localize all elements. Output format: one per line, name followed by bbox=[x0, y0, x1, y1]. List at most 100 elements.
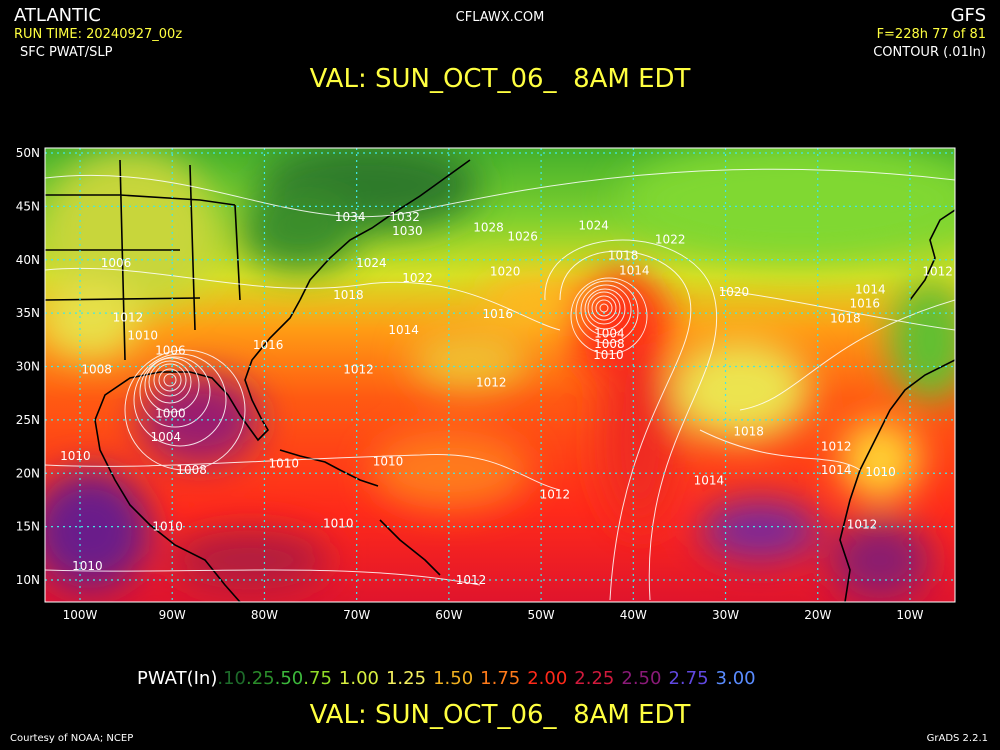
valid-time-bottom: VAL: SUN_OCT_06_ 8AM EDT bbox=[309, 700, 691, 730]
lat-label: 15N bbox=[16, 520, 40, 534]
graticule bbox=[45, 148, 955, 602]
credit: Courtesy of NOAA; NCEP bbox=[10, 733, 134, 744]
isobar-label: 1018 bbox=[733, 425, 764, 439]
isobar-label: 1014 bbox=[388, 323, 419, 337]
isobar-label: 1018 bbox=[830, 311, 861, 325]
isobar-label: 1010 bbox=[373, 455, 404, 469]
site: CFLAWX.COM bbox=[455, 10, 545, 25]
lon-label: 10W bbox=[896, 608, 923, 622]
isobar-label: 1010 bbox=[72, 559, 103, 573]
isobar-label: 1010 bbox=[269, 457, 300, 471]
field: SFC PWAT/SLP bbox=[20, 45, 113, 60]
isobar-label: 1010 bbox=[60, 449, 91, 463]
isobar-label: 1034 bbox=[335, 210, 366, 224]
forecast: F=228h 77 of 81 bbox=[876, 27, 986, 42]
isobar-label: 1024 bbox=[356, 256, 387, 270]
lon-label: 100W bbox=[63, 608, 98, 622]
legend-item: .75 bbox=[303, 668, 332, 689]
isobar-label: 1010 bbox=[152, 520, 183, 534]
isobar-label: 1012 bbox=[343, 363, 374, 377]
legend-item: 1.25 bbox=[385, 668, 427, 689]
isobar-label: 1010 bbox=[127, 329, 158, 343]
isobar-label: 1014 bbox=[821, 463, 852, 477]
lat-label: 35N bbox=[16, 306, 40, 320]
legend-item: .10 bbox=[217, 668, 246, 689]
lon-label: 70W bbox=[343, 608, 370, 622]
isobar-label: 1010 bbox=[323, 516, 354, 530]
isobar-label: 1018 bbox=[333, 288, 364, 302]
isobar-label: 1010 bbox=[593, 348, 624, 362]
isobar-label: 1008 bbox=[594, 337, 625, 351]
legend-item: .25 bbox=[245, 668, 275, 689]
coastlines bbox=[45, 159, 955, 602]
isobar-label: 1010 bbox=[865, 465, 896, 479]
isobar-label: 1014 bbox=[694, 474, 725, 488]
legend-item: 2.50 bbox=[621, 668, 662, 689]
isobar-label: 1004 bbox=[150, 430, 181, 444]
isobar-label: 1026 bbox=[507, 229, 538, 243]
lon-label: 40W bbox=[620, 608, 647, 622]
software: GrADS 2.2.1 bbox=[926, 733, 988, 744]
isobar-label: 1024 bbox=[578, 219, 609, 233]
isobars bbox=[45, 168, 955, 601]
isobar-label: 1016 bbox=[850, 297, 881, 311]
legend-item: 2.00 bbox=[527, 668, 568, 689]
isobar-label: 1012 bbox=[922, 264, 953, 278]
isobar-label: 1012 bbox=[476, 376, 507, 390]
lon-label: 20W bbox=[804, 608, 831, 622]
legend-item: 2.25 bbox=[574, 668, 615, 689]
legend: PWAT(In).10.25.50.75 1.00 1.25 1.50 1.75 2.00… bbox=[137, 668, 756, 689]
isobar-label: 1014 bbox=[855, 283, 886, 297]
legend-title: PWAT(In) bbox=[137, 668, 218, 689]
isobar-label: 1012 bbox=[113, 310, 144, 324]
legend-item: .50 bbox=[274, 668, 304, 689]
axis-labels: 10N 15N 20N 25N 30N 35N 40N 45N 50N 100W 90W 80W 70W… bbox=[16, 146, 924, 622]
isobar-label: 1030 bbox=[392, 224, 423, 238]
legend-item: 3.00 bbox=[715, 668, 756, 689]
lon-label: 80W bbox=[251, 608, 278, 622]
isobar-label: 1012 bbox=[821, 440, 852, 454]
lat-label: 50N bbox=[16, 146, 40, 160]
lat-label: 40N bbox=[16, 253, 40, 267]
isobar-label: 1000 bbox=[155, 406, 186, 420]
isobar-label: 1016 bbox=[253, 338, 284, 352]
isobar-label: 1020 bbox=[490, 264, 521, 278]
lon-label: 60W bbox=[435, 608, 462, 622]
isobar-label: 1032 bbox=[389, 210, 420, 224]
isobar-label: 1012 bbox=[847, 517, 878, 531]
lat-label: 25N bbox=[16, 413, 40, 427]
isobar-label: 1028 bbox=[473, 221, 504, 235]
isobar-label: 1022 bbox=[402, 271, 433, 285]
isobar-label: 1008 bbox=[81, 363, 112, 377]
isobar-label: 1004 bbox=[594, 326, 625, 340]
legend-item: 1.50 bbox=[433, 668, 474, 689]
run-time: RUN TIME: 20240927_00z bbox=[14, 27, 183, 42]
legend-item: 1.00 bbox=[338, 668, 379, 689]
lat-label: 10N bbox=[16, 573, 40, 587]
legend-item: 2.75 bbox=[668, 668, 709, 689]
isobar-label: 1014 bbox=[619, 263, 650, 277]
isobar-label: 1018 bbox=[608, 248, 639, 262]
region: ATLANTIC bbox=[14, 5, 102, 26]
lon-label: 50W bbox=[528, 608, 555, 622]
lat-label: 20N bbox=[16, 466, 40, 480]
isobar-label: 1012 bbox=[540, 488, 571, 502]
isobar-label: 1020 bbox=[719, 285, 750, 299]
isobar-label: 1008 bbox=[176, 463, 207, 477]
isobar-label: 1006 bbox=[155, 343, 186, 357]
lon-label: 30W bbox=[712, 608, 739, 622]
legend-item: 1.75 bbox=[480, 668, 521, 689]
valid-time: VAL: SUN_OCT_06_ 8AM EDT bbox=[309, 64, 691, 94]
lat-label: 30N bbox=[16, 360, 40, 374]
isobar-label: 1012 bbox=[456, 573, 487, 587]
isobar-label: 1006 bbox=[101, 256, 132, 270]
lat-label: 45N bbox=[16, 199, 40, 213]
map-frame bbox=[44, 147, 956, 603]
contour-interval: CONTOUR (.01In) bbox=[873, 45, 986, 60]
model: GFS bbox=[950, 5, 986, 26]
isobar-label: 1022 bbox=[655, 232, 686, 246]
